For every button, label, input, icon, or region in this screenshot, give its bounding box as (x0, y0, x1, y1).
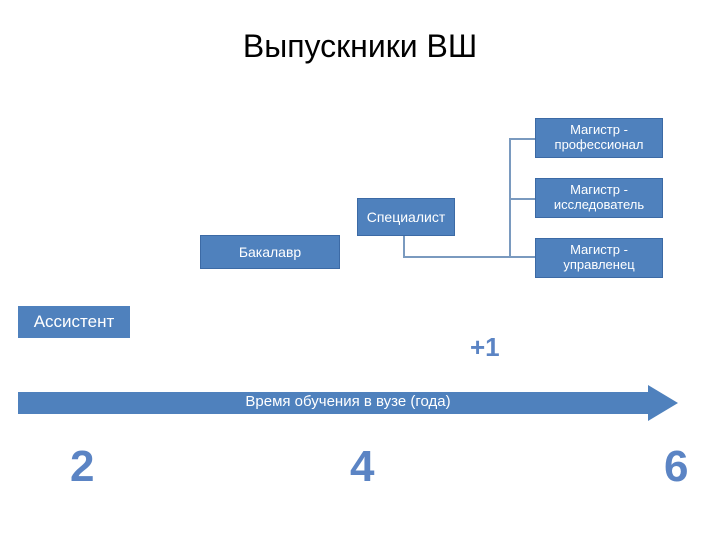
connector-line (403, 236, 405, 258)
plus-one-label: +1 (470, 332, 500, 363)
connector-line (509, 256, 535, 258)
box-bachelor-label: Бакалавр (239, 244, 301, 260)
box-mag-res-label: Магистр - исследователь (540, 183, 658, 213)
slide-title: Выпускники ВШ (0, 28, 720, 65)
timeline-tick: 6 (664, 442, 688, 492)
connector-line (509, 198, 535, 200)
box-mag-mgr-label: Магистр - управленец (540, 243, 658, 273)
connector-line (509, 138, 535, 140)
timeline-label: Время обучения в вузе (года) (18, 393, 678, 410)
box-specialist-label: Специалист (367, 209, 446, 225)
box-assistant-label: Ассистент (34, 312, 115, 332)
timeline-tick: 4 (350, 442, 374, 492)
box-master-researcher: Магистр - исследователь (535, 178, 663, 218)
timeline-arrow: Время обучения в вузе (года) (18, 392, 678, 414)
box-mag-prof-label: Магистр - профессионал (540, 123, 658, 153)
box-bachelor: Бакалавр (200, 235, 340, 269)
box-assistant: Ассистент (18, 306, 130, 338)
timeline-tick: 2 (70, 442, 94, 492)
box-master-professional: Магистр - профессионал (535, 118, 663, 158)
connector-line (403, 256, 511, 258)
box-specialist: Специалист (357, 198, 455, 236)
box-master-manager: Магистр - управленец (535, 238, 663, 278)
